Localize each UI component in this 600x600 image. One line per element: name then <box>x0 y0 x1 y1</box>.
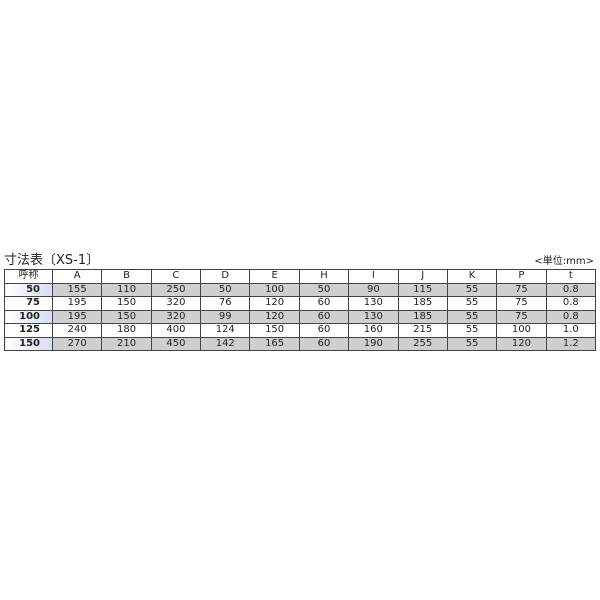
column-header: K <box>446 269 498 284</box>
table-cell: 55 <box>446 282 498 297</box>
table-cell: 400 <box>150 323 202 338</box>
nominal-size-cell: 125 <box>4 323 53 338</box>
column-header: B <box>101 269 152 284</box>
column-header: D <box>200 269 251 284</box>
table-cell: 120 <box>249 296 300 311</box>
table-cell: 90 <box>348 282 399 297</box>
column-header: E <box>249 269 300 284</box>
nominal-size-cell: 100 <box>4 309 53 324</box>
table-cell: 60 <box>298 309 350 324</box>
table-cell: 150 <box>249 323 300 338</box>
table-row: 100 195 150 320 99 120 60 130 185 55 75 0.8 <box>4 309 597 324</box>
nominal-size-cell: 50 <box>4 282 53 297</box>
table-cell: 75 <box>496 296 547 311</box>
column-header: A <box>51 269 103 284</box>
unit-label: <単位:mm> <box>534 256 594 267</box>
table-cell: 120 <box>249 309 300 324</box>
table-row: 50 155 110 250 50 100 50 90 115 55 75 0.8 <box>4 282 597 297</box>
table-cell: 75 <box>496 309 547 324</box>
table-cell: 185 <box>397 296 448 311</box>
table-cell: 0.8 <box>545 282 597 297</box>
table-cell: 255 <box>397 336 448 351</box>
column-header: H <box>298 269 350 284</box>
table-cell: 0.8 <box>545 296 597 311</box>
table-cell: 75 <box>496 282 547 297</box>
table-cell: 99 <box>200 309 251 324</box>
table-cell: 115 <box>397 282 448 297</box>
table-cell: 130 <box>348 309 399 324</box>
table-cell: 50 <box>200 282 251 297</box>
table-row: 150 270 210 450 142 165 60 190 255 55 120 1.2 <box>4 336 597 351</box>
column-header: t <box>545 269 597 284</box>
table-cell: 100 <box>496 323 547 338</box>
table-cell: 1.2 <box>545 336 597 351</box>
table-cell: 155 <box>51 282 103 297</box>
table-cell: 190 <box>348 336 399 351</box>
table-cell: 150 <box>101 309 152 324</box>
table-cell: 250 <box>150 282 202 297</box>
table-cell: 215 <box>397 323 448 338</box>
table-cell: 130 <box>348 296 399 311</box>
table-cell: 55 <box>446 323 498 338</box>
table-cell: 110 <box>101 282 152 297</box>
column-header: P <box>496 269 547 284</box>
table-cell: 210 <box>101 336 152 351</box>
column-header: 呼称 <box>4 269 53 284</box>
table-cell: 160 <box>348 323 399 338</box>
nominal-size-cell: 150 <box>4 336 53 351</box>
table-cell: 60 <box>298 296 350 311</box>
table-cell: 124 <box>200 323 251 338</box>
table-cell: 240 <box>51 323 103 338</box>
table-cell: 100 <box>249 282 300 297</box>
column-header: J <box>397 269 448 284</box>
table-cell: 270 <box>51 336 103 351</box>
table-cell: 60 <box>298 336 350 351</box>
table-cell: 180 <box>101 323 152 338</box>
table-row: 125 240 180 400 124 150 60 160 215 55 100 1.0 <box>4 323 597 338</box>
table-cell: 60 <box>298 323 350 338</box>
table-cell: 55 <box>446 336 498 351</box>
table-cell: 76 <box>200 296 251 311</box>
table-cell: 55 <box>446 296 498 311</box>
table-cell: 55 <box>446 309 498 324</box>
nominal-size-cell: 75 <box>4 296 53 311</box>
column-header: I <box>348 269 399 284</box>
table-cell: 150 <box>101 296 152 311</box>
table-cell: 195 <box>51 309 103 324</box>
table-cell: 1.0 <box>545 323 597 338</box>
table-cell: 0.8 <box>545 309 597 324</box>
table-cell: 50 <box>298 282 350 297</box>
table-cell: 142 <box>200 336 251 351</box>
table-cell: 320 <box>150 309 202 324</box>
column-header: C <box>150 269 202 284</box>
table-cell: 320 <box>150 296 202 311</box>
table-title: 寸法表〔XS-1〕 <box>4 253 100 268</box>
table-cell: 120 <box>496 336 547 351</box>
table-row: 75 195 150 320 76 120 60 130 185 55 75 0.8 <box>4 296 597 311</box>
table-cell: 185 <box>397 309 448 324</box>
table-cell: 165 <box>249 336 300 351</box>
table-cell: 195 <box>51 296 103 311</box>
table-cell: 450 <box>150 336 202 351</box>
